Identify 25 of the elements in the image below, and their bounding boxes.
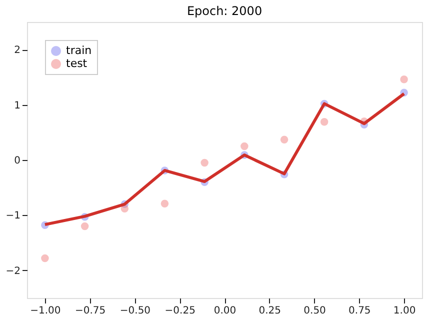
x-tick-label: −0.25 [164,306,196,316]
point [240,142,248,150]
x-tick-label: −0.75 [75,306,106,316]
y-tick-label: −1 [6,210,20,222]
point [280,136,288,144]
y-tick-label: −2 [6,266,20,277]
point [160,200,169,208]
y-tick-label: 2 [14,45,20,56]
legend-label: test [66,57,88,70]
chart-title: Epoch: 2000 [186,4,262,18]
y-tick-label: 0 [14,156,20,166]
x-tick-label: 0.50 [304,306,326,316]
x-tick-label: 1.00 [393,306,416,316]
y-tick-label: 1 [14,100,20,112]
point [200,158,208,167]
x-tick-label: −0.50 [120,306,151,316]
x-tick-label: 0.00 [214,306,236,316]
point [80,222,89,230]
point [41,254,49,262]
x-tick-label: 0.25 [258,306,282,316]
legend-label: train [66,44,92,57]
x-tick-label: −1.00 [30,306,61,316]
point [400,76,408,84]
x-tick-label: 0.75 [348,306,371,316]
point [320,118,328,126]
